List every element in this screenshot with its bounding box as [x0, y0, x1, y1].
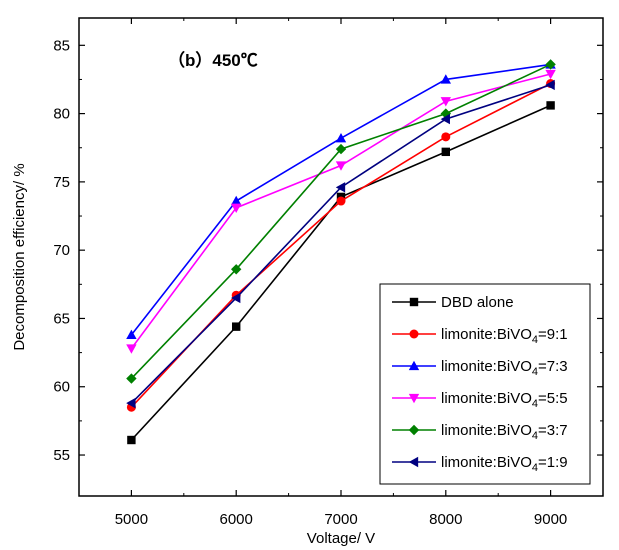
data-point	[441, 132, 451, 142]
y-tick-label: 55	[53, 447, 70, 464]
data-point	[127, 435, 136, 445]
legend-label-text: limonite:BiVO	[441, 422, 532, 439]
legend-box	[379, 283, 591, 485]
legend-label-text: limonite:BiVO	[441, 326, 532, 343]
series-layer	[126, 59, 556, 445]
legend-marker	[408, 424, 420, 436]
legend-entry: limonite:BiVO4=1:9	[392, 454, 568, 474]
legend-label-subscript: 4	[532, 334, 538, 346]
legend-label: limonite:BiVO4=5:5	[441, 390, 568, 410]
data-point	[335, 182, 346, 193]
data-point	[545, 79, 555, 91]
legend-label-text: DBD alone	[441, 294, 514, 311]
x-tick-label: 9000	[534, 511, 567, 528]
data-point	[440, 74, 451, 84]
legend-label: limonite:BiVO4=1:9	[441, 454, 568, 474]
data-point	[231, 195, 242, 206]
data-point	[126, 397, 136, 409]
legend-label-text: limonite:BiVO	[441, 358, 532, 375]
y-tick-label: 65	[53, 310, 70, 327]
y-axis: 55 60 65 70 75 80 85	[53, 37, 603, 464]
legend-label-subscript: 4	[532, 462, 538, 474]
data-point	[335, 132, 347, 143]
x-axis-title: Voltage/ V	[307, 530, 375, 547]
series-6	[126, 79, 555, 409]
y-axis-title: Decomposition efficiency/ %	[11, 163, 28, 350]
y-tick-label: 70	[53, 242, 70, 259]
series-5	[126, 59, 556, 384]
data-point	[231, 203, 242, 214]
data-point	[335, 143, 347, 155]
series-4	[126, 69, 556, 354]
chart-title: （b）450℃	[168, 50, 258, 70]
x-tick-label: 5000	[115, 511, 148, 528]
legend-label-suffix: =3:7	[538, 422, 568, 439]
legend-label-subscript: 4	[532, 366, 538, 378]
data-point	[335, 161, 347, 171]
data-point	[126, 329, 137, 340]
y-tick-label: 60	[53, 379, 70, 396]
legend-label: DBD alone	[441, 294, 514, 311]
legend-label-subscript: 4	[532, 430, 538, 442]
legend-label: limonite:BiVO4=3:7	[441, 422, 568, 442]
data-point	[440, 113, 450, 125]
data-point	[126, 344, 137, 354]
legend-marker	[409, 329, 419, 339]
legend-label-suffix: =9:1	[538, 326, 568, 343]
data-point	[126, 373, 137, 384]
legend-label-suffix: =1:9	[538, 454, 568, 471]
data-point	[440, 108, 451, 119]
data-point	[546, 101, 555, 110]
legend-label-subscript: 4	[532, 398, 538, 410]
legend: DBD alonelimonite:BiVO4=9:1limonite:BiVO…	[379, 283, 591, 485]
x-tick-label: 7000	[324, 511, 357, 528]
legend-entry: limonite:BiVO4=5:5	[392, 390, 568, 410]
y-tick-label: 85	[53, 37, 70, 54]
legend-label-text: limonite:BiVO	[441, 390, 532, 407]
legend-label-suffix: =5:5	[538, 390, 568, 407]
data-point	[336, 196, 346, 206]
data-point	[231, 292, 241, 304]
legend-marker	[408, 456, 419, 468]
x-tick-label: 6000	[220, 511, 253, 528]
legend-entry: limonite:BiVO4=7:3	[392, 358, 568, 378]
legend-marker	[408, 360, 420, 371]
legend-entry: DBD alone	[392, 294, 514, 311]
legend-entry: limonite:BiVO4=9:1	[392, 326, 568, 346]
x-tick-label: 8000	[429, 511, 462, 528]
data-point	[545, 69, 556, 80]
legend-label: limonite:BiVO4=7:3	[441, 358, 568, 378]
data-point	[440, 97, 451, 107]
data-point	[441, 147, 450, 157]
legend-label-text: limonite:BiVO	[441, 454, 532, 471]
y-tick-label: 75	[53, 174, 70, 191]
legend-marker	[408, 393, 420, 404]
data-point	[231, 264, 242, 275]
legend-marker	[409, 297, 419, 307]
data-point	[545, 59, 556, 70]
data-point	[232, 322, 241, 331]
y-tick-label: 80	[53, 106, 70, 123]
legend-entry: limonite:BiVO4=3:7	[392, 422, 568, 442]
legend-label-suffix: =7:3	[538, 358, 568, 375]
x-axis: 5000 6000 7000 8000 9000	[78, 18, 604, 528]
legend-label: limonite:BiVO4=9:1	[441, 326, 568, 346]
